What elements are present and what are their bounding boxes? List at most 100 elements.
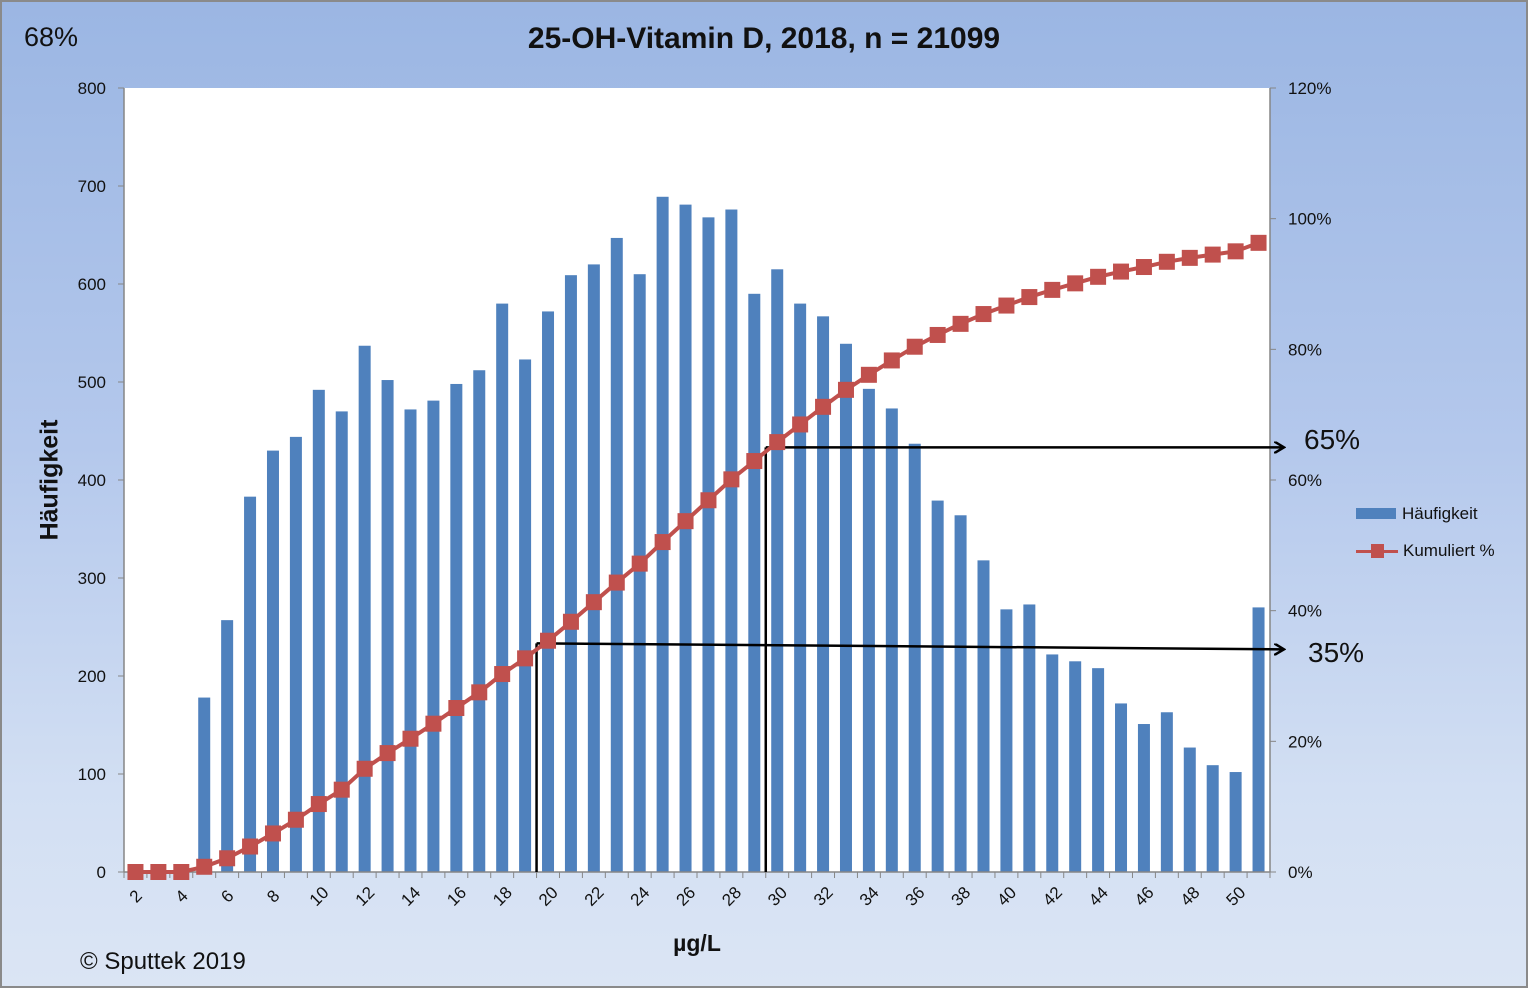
bar xyxy=(1092,668,1105,872)
line-marker xyxy=(1181,249,1198,266)
line-marker xyxy=(1158,253,1175,270)
line-marker xyxy=(585,594,602,611)
y-tick-label: 0 xyxy=(97,863,106,882)
x-tick-label: 4 xyxy=(172,886,192,906)
bar xyxy=(1000,609,1013,872)
bar xyxy=(862,388,875,872)
corner-label: 68% xyxy=(24,22,79,52)
axes xyxy=(118,87,1276,878)
line-marker xyxy=(196,858,213,875)
line-marker xyxy=(769,434,786,451)
bar xyxy=(1183,747,1196,872)
x-tick-label: 2 xyxy=(126,886,146,906)
x-tick-label: 14 xyxy=(397,883,424,910)
line-marker xyxy=(608,574,625,591)
y-tick-label: 700 xyxy=(78,177,106,196)
line-marker xyxy=(333,781,350,798)
line-marker xyxy=(242,838,259,855)
legend-label: Häufigkeit xyxy=(1402,503,1478,523)
bar xyxy=(244,496,257,872)
bar xyxy=(702,217,715,873)
line-marker xyxy=(150,864,167,880)
x-tick-label: 20 xyxy=(535,883,562,910)
line-marker xyxy=(402,730,419,747)
line-marker xyxy=(723,471,740,488)
bar xyxy=(885,408,898,872)
bar xyxy=(1023,604,1036,872)
bar xyxy=(908,443,921,872)
line-marker xyxy=(219,850,236,867)
bar xyxy=(587,264,600,872)
bar xyxy=(519,359,532,873)
y-tick-label: 200 xyxy=(78,667,106,686)
line-marker xyxy=(471,684,488,701)
bar xyxy=(427,400,440,872)
x-tick-label: 40 xyxy=(993,883,1020,910)
bar xyxy=(725,209,738,872)
bar xyxy=(817,316,830,873)
line-marker xyxy=(1113,263,1130,280)
bar xyxy=(289,436,302,872)
bar xyxy=(1252,607,1265,872)
x-tick-label: 46 xyxy=(1131,883,1158,910)
line-marker xyxy=(356,760,373,777)
bar xyxy=(610,237,623,872)
x-tick-label: 50 xyxy=(1223,883,1250,910)
y2-tick-label: 40% xyxy=(1288,602,1322,621)
bar xyxy=(564,275,577,872)
line-marker xyxy=(883,352,900,369)
y-tick-label: 400 xyxy=(78,471,106,490)
x-tick-label: 12 xyxy=(352,883,379,910)
y-tick-label: 600 xyxy=(78,275,106,294)
bar xyxy=(748,293,761,872)
bar xyxy=(266,450,279,872)
line-marker xyxy=(815,398,832,415)
line-marker xyxy=(562,613,579,630)
cumulative-line-series xyxy=(127,234,1267,880)
y-tick-label: 800 xyxy=(78,79,106,98)
x-tick-label: 32 xyxy=(810,883,837,910)
bar xyxy=(312,389,325,872)
copyright-note: © Sputtek 2019 xyxy=(80,948,246,975)
line-marker xyxy=(173,864,190,880)
line-marker xyxy=(792,416,809,433)
annotation-65: 65% xyxy=(1304,424,1361,455)
bar xyxy=(542,311,555,872)
bar xyxy=(221,620,234,872)
x-tick-label: 18 xyxy=(489,883,516,910)
line-marker xyxy=(494,666,511,683)
x-tick-label: 6 xyxy=(217,886,237,906)
line-marker xyxy=(952,315,969,332)
line-marker xyxy=(975,306,992,323)
bar xyxy=(335,411,348,872)
legend-item-kumuliert: Kumuliert % xyxy=(1356,532,1495,569)
x-tick-label: 48 xyxy=(1177,883,1204,910)
bar xyxy=(931,500,944,872)
line-marker xyxy=(998,297,1015,314)
x-tick-label: 26 xyxy=(672,883,699,910)
bar xyxy=(954,515,967,872)
x-tick-label: 24 xyxy=(627,883,654,910)
line-marker xyxy=(425,715,442,732)
bar xyxy=(1069,661,1082,872)
bar xyxy=(381,380,394,872)
line-marker xyxy=(631,555,648,572)
y-tick-label: 300 xyxy=(78,569,106,588)
line-marker xyxy=(540,632,557,649)
legend-label: Kumuliert % xyxy=(1403,540,1495,560)
line-marker xyxy=(287,811,304,828)
y2-tick-label: 100% xyxy=(1288,210,1331,229)
bar xyxy=(358,345,371,872)
line-marker xyxy=(448,700,465,717)
line-marker xyxy=(677,513,694,530)
y2-tick-label: 0% xyxy=(1288,863,1313,882)
x-tick-label: 10 xyxy=(306,883,333,910)
x-tick-label: 30 xyxy=(764,883,791,910)
bar xyxy=(1206,765,1219,872)
bar xyxy=(496,303,509,873)
bar xyxy=(633,274,646,872)
line-marker xyxy=(1204,246,1221,263)
bar xyxy=(198,697,211,872)
chart-title: 25-OH-Vitamin D, 2018, n = 21099 xyxy=(527,22,1001,55)
